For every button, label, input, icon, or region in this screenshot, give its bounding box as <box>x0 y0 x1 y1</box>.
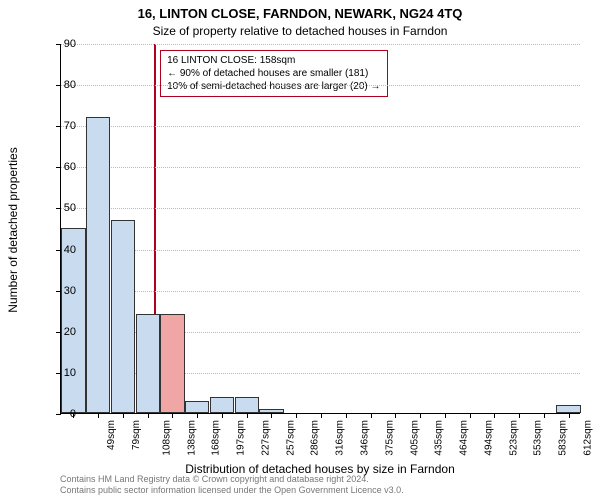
x-tick-label: 286sqm <box>310 420 321 456</box>
x-tick-mark <box>420 413 421 418</box>
x-tick-label: 138sqm <box>186 420 197 456</box>
x-tick-mark <box>544 413 545 418</box>
x-tick-mark <box>346 413 347 418</box>
x-tick-label: 79sqm <box>131 420 142 450</box>
histogram-bar <box>185 401 209 413</box>
x-tick-mark <box>247 413 248 418</box>
x-tick-label: 553sqm <box>533 420 544 456</box>
histogram-bar <box>160 314 184 413</box>
x-tick-mark <box>172 413 173 418</box>
footer-line2: Contains public sector information licen… <box>60 485 580 496</box>
x-tick-mark <box>371 413 372 418</box>
histogram-bar <box>235 397 259 413</box>
x-tick-mark <box>445 413 446 418</box>
x-tick-mark <box>222 413 223 418</box>
annotation-line1: 16 LINTON CLOSE: 158sqm <box>167 54 380 67</box>
x-tick-label: 49sqm <box>106 420 117 450</box>
x-tick-label: 375sqm <box>384 420 395 456</box>
annotation-line3: 10% of semi-detached houses are larger (… <box>167 80 380 93</box>
x-tick-mark <box>470 413 471 418</box>
x-tick-label: 257sqm <box>285 420 296 456</box>
histogram-bar <box>556 405 580 413</box>
histogram-bar <box>136 314 160 413</box>
histogram-plot-area: 16 LINTON CLOSE: 158sqm ← 90% of detache… <box>60 44 580 414</box>
gridline <box>61 126 580 127</box>
x-tick-mark <box>197 413 198 418</box>
x-tick-label: 464sqm <box>459 420 470 456</box>
x-tick-mark <box>494 413 495 418</box>
x-tick-mark <box>123 413 124 418</box>
x-tick-label: 168sqm <box>211 420 222 456</box>
x-tick-label: 346sqm <box>360 420 371 456</box>
gridline <box>61 85 580 86</box>
x-tick-label: 523sqm <box>508 420 519 456</box>
x-tick-label: 583sqm <box>558 420 569 456</box>
gridline <box>61 208 580 209</box>
gridline <box>61 250 580 251</box>
x-tick-mark <box>296 413 297 418</box>
gridline <box>61 44 580 45</box>
histogram-bar <box>210 397 234 413</box>
y-tick-label: 10 <box>46 367 76 379</box>
x-tick-label: 316sqm <box>335 420 346 456</box>
chart-title-address: 16, LINTON CLOSE, FARNDON, NEWARK, NG24 … <box>0 6 600 21</box>
x-tick-mark <box>271 413 272 418</box>
x-tick-mark <box>569 413 570 418</box>
annotation-box: 16 LINTON CLOSE: 158sqm ← 90% of detache… <box>160 50 387 97</box>
x-tick-label: 108sqm <box>161 420 172 456</box>
x-tick-mark <box>395 413 396 418</box>
histogram-bar <box>86 117 110 413</box>
x-tick-mark <box>519 413 520 418</box>
y-tick-label: 50 <box>46 202 76 214</box>
y-tick-label: 90 <box>46 38 76 50</box>
gridline <box>61 291 580 292</box>
gridline <box>61 167 580 168</box>
footer-attribution: Contains HM Land Registry data © Crown c… <box>60 474 580 497</box>
histogram-bar <box>111 220 135 413</box>
y-tick-label: 0 <box>46 408 76 420</box>
chart-subtitle: Size of property relative to detached ho… <box>0 24 600 38</box>
y-tick-label: 70 <box>46 120 76 132</box>
y-axis-label: Number of detached properties <box>6 147 20 312</box>
x-tick-label: 227sqm <box>261 420 272 456</box>
x-tick-mark <box>98 413 99 418</box>
footer-line1: Contains HM Land Registry data © Crown c… <box>60 474 580 485</box>
y-tick-label: 30 <box>46 285 76 297</box>
y-tick-label: 40 <box>46 244 76 256</box>
y-tick-label: 20 <box>46 326 76 338</box>
histogram-bar <box>61 228 85 413</box>
x-tick-label: 494sqm <box>483 420 494 456</box>
x-tick-mark <box>148 413 149 418</box>
x-tick-label: 435sqm <box>434 420 445 456</box>
x-tick-label: 612sqm <box>582 420 593 456</box>
x-tick-mark <box>321 413 322 418</box>
y-tick-label: 60 <box>46 161 76 173</box>
x-tick-label: 405sqm <box>409 420 420 456</box>
annotation-line2: ← 90% of detached houses are smaller (18… <box>167 67 380 80</box>
y-tick-label: 80 <box>46 79 76 91</box>
x-tick-label: 197sqm <box>236 420 247 456</box>
